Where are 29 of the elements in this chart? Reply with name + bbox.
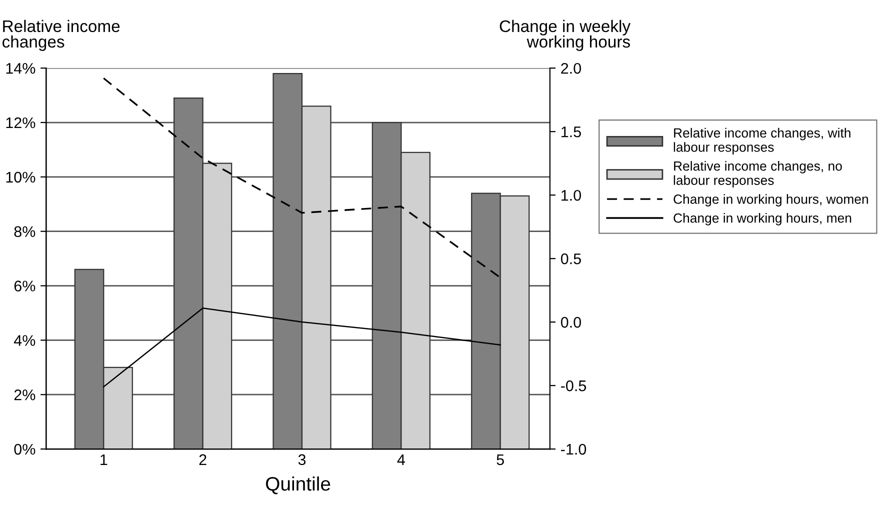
legend-label: Change in working hours, men <box>674 213 852 226</box>
y-tick-label: 8% <box>14 226 36 238</box>
y-tick-label: 6% <box>14 280 36 292</box>
x-tick-label: 2 <box>199 454 206 465</box>
x-tick-label: 1 <box>100 454 108 465</box>
x-tick-label: 3 <box>298 454 306 466</box>
legend-label: Relative income changes, no labour responses <box>674 161 842 188</box>
line-series <box>103 307 501 388</box>
y-tick-label: 4% <box>14 335 36 346</box>
y2-tick-label: 0.5 <box>560 253 581 264</box>
y2-axis-title: Change in weekly working hours <box>500 20 631 51</box>
legend-label: Change in working hours, women <box>674 194 868 206</box>
line-series <box>102 77 502 278</box>
y-tick-label: 10% <box>6 172 36 183</box>
y-tick-label: 14% <box>6 63 36 74</box>
y2-tick-label: -0.5 <box>561 380 586 392</box>
y2-tick-label: 2.0 <box>561 62 581 74</box>
y-tick-label: 12% <box>6 117 36 128</box>
y2-tick-label: 1.5 <box>562 126 581 138</box>
y2-tick-label: 0.0 <box>560 316 581 328</box>
legend-label: Relative income changes, with labour responses <box>674 128 850 154</box>
y2-tick-label: 1.0 <box>562 190 581 201</box>
x-tick-label: 4 <box>397 454 405 465</box>
y-tick-label: 0% <box>14 444 36 455</box>
y2-tick-label: -1.0 <box>561 444 586 455</box>
x-axis-title: Quintile <box>266 476 330 494</box>
y-tick-label: 2% <box>14 389 36 400</box>
y-axis-title: Relative income changes <box>2 20 120 51</box>
x-tick-label: 5 <box>496 454 504 466</box>
